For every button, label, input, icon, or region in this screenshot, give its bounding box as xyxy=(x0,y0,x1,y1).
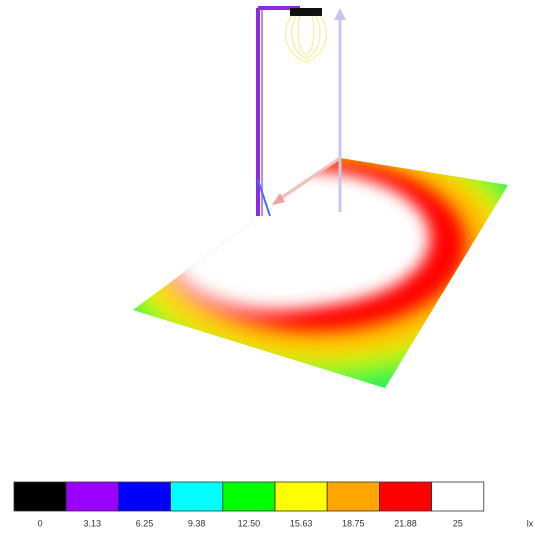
luminaire-pole xyxy=(256,6,300,217)
legend-swatch xyxy=(431,481,485,512)
legend-label: 12.50 xyxy=(238,518,261,528)
legend-swatch xyxy=(326,481,380,512)
legend-swatch xyxy=(378,481,432,512)
legend-label: 21.88 xyxy=(394,518,417,528)
light-axis xyxy=(272,8,346,212)
legend-swatch xyxy=(274,481,328,512)
color-legend: 0 3.13 6.25 9.38 12.50 15.63 18.75 21.88 25 lx xyxy=(13,481,534,528)
legend-label: 9.38 xyxy=(188,518,206,528)
legend-swatch xyxy=(222,481,276,512)
legend-unit: lx xyxy=(527,518,534,528)
floor-illuminance xyxy=(133,158,508,388)
legend-label: 25 xyxy=(453,518,463,528)
luminaire xyxy=(285,8,327,63)
legend-label: 18.75 xyxy=(342,518,365,528)
legend-swatch xyxy=(65,481,119,512)
legend-swatch xyxy=(13,481,67,512)
legend-label: 3.13 xyxy=(84,518,102,528)
legend-swatch xyxy=(118,481,172,512)
legend-label: 0 xyxy=(38,518,43,528)
legend-label: 15.63 xyxy=(290,518,313,528)
legend-swatch xyxy=(170,481,224,512)
legend-label: 6.25 xyxy=(136,518,154,528)
